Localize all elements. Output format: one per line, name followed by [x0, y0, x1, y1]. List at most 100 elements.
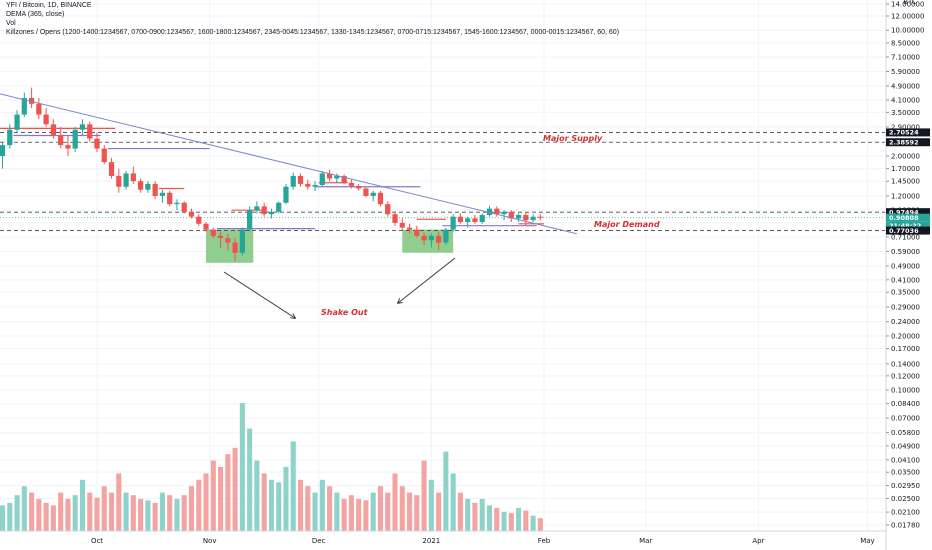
y-tick-label: 10.00000: [891, 27, 924, 35]
candle-body: [101, 148, 107, 163]
volume-bar: [305, 486, 311, 531]
trendline: [0, 93, 577, 235]
volume-indicator-label[interactable]: Vol: [6, 20, 16, 27]
chart-annotations: Major Supply Major Demand Shake Out: [321, 134, 660, 317]
candle-body: [181, 202, 187, 212]
candle-body: [28, 98, 35, 104]
y-tick-label: 0.10000: [891, 387, 920, 395]
shakeout-arrow-right: [398, 257, 456, 303]
y-tick-label: 0.24000: [891, 318, 920, 326]
killzones-indicator-label[interactable]: Killzones / Opens (1200-1400:1234567, 07…: [6, 29, 620, 36]
candle-body: [0, 145, 6, 157]
volume-bar: [319, 479, 325, 531]
price-tag-bg: [886, 213, 930, 222]
volume-bar: [508, 513, 514, 531]
major-demand-label: Major Demand: [594, 220, 660, 229]
candle-body: [486, 208, 493, 216]
candle-body: [14, 114, 20, 130]
candle-body: [348, 182, 355, 187]
candle-body: [239, 229, 245, 253]
volume-bar: [232, 447, 238, 531]
dema-indicator-label[interactable]: DEMA (365, close): [6, 11, 65, 18]
y-tick-label: 14.00000: [891, 0, 924, 8]
volume-bar: [43, 502, 49, 531]
candle-body: [268, 211, 275, 215]
price-tag-bg: [886, 138, 930, 147]
volume-bar: [261, 473, 267, 531]
volume-bar: [79, 479, 86, 531]
candle-body: [43, 114, 49, 125]
y-tick-label: 0.35000: [891, 289, 920, 297]
candle-body: [297, 175, 304, 184]
volume-bar: [72, 495, 78, 531]
price-tag-bg: [886, 208, 930, 217]
volume-bar: [218, 467, 224, 531]
volume-bar: [472, 502, 478, 531]
volume-bar: [108, 492, 115, 531]
candle-body: [188, 211, 195, 217]
volume-bar: [327, 486, 333, 531]
candle-body: [21, 98, 27, 115]
volume-bar: [406, 492, 413, 531]
volume-bar: [334, 492, 340, 531]
volume-bar: [7, 502, 13, 531]
candle-body: [108, 162, 115, 176]
volume-bar: [392, 473, 398, 531]
volume-bar: [530, 515, 536, 531]
candle-body: [217, 235, 224, 239]
x-tick-label: Feb: [538, 537, 551, 545]
volume-bar: [312, 492, 318, 531]
volume-bar: [457, 492, 463, 531]
candle-body: [79, 124, 86, 130]
candle-body: [159, 192, 166, 196]
candle-body: [210, 229, 216, 236]
volume-bar: [145, 500, 151, 531]
volume-bar: [537, 518, 543, 531]
candle-body: [254, 206, 260, 211]
price-tag-bg: [886, 226, 930, 235]
x-tick-label: May: [860, 537, 874, 545]
shakeout-arrows: [223, 257, 456, 318]
candle-body: [450, 216, 456, 230]
time-axis[interactable]: Oct Nov Dec 2021 Feb Mar Apr May: [0, 530, 886, 545]
y-tick-label: 0.02500: [891, 495, 920, 503]
candle-body: [94, 138, 100, 149]
chart-grid: [0, 0, 887, 550]
price-tag-label: 2.38592: [889, 139, 919, 147]
price-tag-label: 0.90808: [889, 214, 919, 222]
candle-body: [406, 227, 413, 230]
volume-bar: [239, 403, 245, 531]
candle-body: [116, 175, 122, 187]
candle-body: [356, 186, 362, 189]
y-tick-label: 1.45000: [891, 178, 920, 186]
candle-body: [65, 145, 71, 149]
candlesticks: [0, 87, 543, 262]
y-tick-label: 0.04900: [891, 442, 920, 450]
volume-bar: [225, 454, 231, 531]
candle-body: [319, 173, 325, 186]
candle-body: [305, 183, 311, 187]
volume-bar: [356, 499, 362, 531]
volume-bar: [363, 500, 369, 531]
candle-body: [479, 215, 485, 222]
y-tick-label: 0.07000: [891, 414, 920, 422]
candle-body: [72, 129, 78, 149]
volume-bar: [116, 473, 122, 531]
candle-body: [370, 192, 376, 196]
candle-body: [7, 129, 13, 146]
y-tick-label: 0.08400: [891, 400, 920, 408]
y-tick-label: 4.90000: [891, 82, 920, 90]
y-tick-label: 0.12000: [891, 372, 920, 380]
volume-bar: [465, 499, 471, 531]
x-tick-label: 2021: [422, 537, 440, 545]
candle-body: [421, 235, 427, 241]
y-tick-label: 7.10000: [891, 54, 920, 62]
volume-bar: [486, 505, 493, 531]
candle-body: [501, 211, 507, 215]
candle-body: [167, 192, 173, 205]
price-tag-bg: [886, 128, 930, 137]
candle-body: [312, 185, 318, 187]
y-tick-label: 0.04100: [891, 456, 920, 464]
